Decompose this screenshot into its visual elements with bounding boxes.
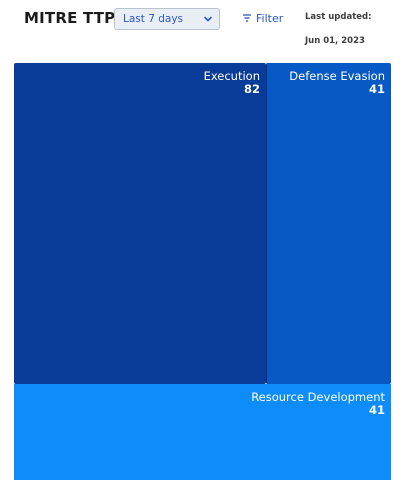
ttp-treemap: Execution 82 Defense Evasion 41 Resource… <box>14 63 391 480</box>
tile-value: 41 <box>368 82 385 96</box>
treemap-tile-defense-evasion[interactable]: Defense Evasion 41 <box>266 63 391 384</box>
filter-label: Filter <box>256 11 284 25</box>
tile-name: Resource Development <box>251 390 385 404</box>
filter-button[interactable]: Filter <box>242 9 283 27</box>
tile-value: 82 <box>243 82 260 96</box>
date-range-select[interactable]: Last 7 days <box>114 8 220 30</box>
last-updated-date: Jun 01, 2023 <box>305 36 365 46</box>
chevron-down-icon <box>204 16 212 22</box>
tile-name: Defense Evasion <box>289 69 385 83</box>
date-range-value: Last 7 days <box>123 13 184 25</box>
page-title: MITRE TTP <box>24 9 116 27</box>
last-updated-label: Last updated: <box>305 12 372 22</box>
tile-name: Execution <box>203 69 260 83</box>
filter-icon <box>243 14 251 22</box>
tile-value: 41 <box>368 403 385 417</box>
treemap-tile-resource-development[interactable]: Resource Development 41 <box>14 384 391 480</box>
header: MITRE TTP Last 7 days Filter Last update… <box>0 0 404 60</box>
treemap-tile-execution[interactable]: Execution 82 <box>14 63 266 384</box>
